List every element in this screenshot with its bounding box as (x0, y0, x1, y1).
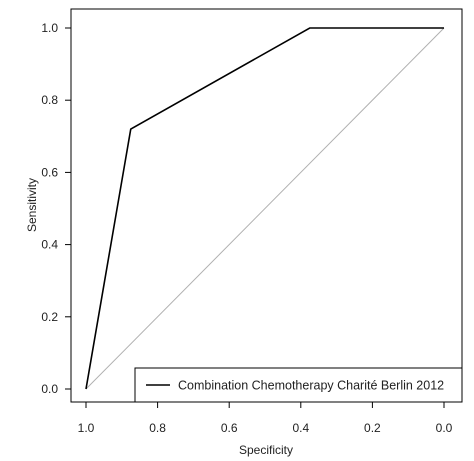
reference-diagonal-line (85, 27, 445, 390)
legend-box (134, 367, 463, 403)
y-tick-label: 0.4 (41, 238, 58, 252)
legend-label: Combination Chemotherapy Charité Berlin … (178, 379, 444, 393)
x-tick-label: 0.4 (292, 421, 309, 435)
y-axis: 0.0 0.2 0.4 0.6 0.8 1.0 (41, 21, 71, 396)
legend: Combination Chemotherapy Charité Berlin … (134, 367, 463, 403)
y-tick-label: 0.8 (41, 93, 58, 107)
y-tick-label: 0.6 (41, 165, 58, 179)
x-axis: 1.0 0.8 0.6 0.4 0.2 0.0 (78, 402, 453, 435)
x-axis-title: Specificity (239, 443, 293, 457)
y-tick-label: 0.2 (41, 310, 58, 324)
x-tick-label: 0.0 (436, 421, 453, 435)
y-tick-label: 0.0 (41, 382, 58, 396)
y-axis-title: Sensitivity (25, 178, 39, 232)
x-tick-label: 0.8 (149, 421, 166, 435)
plot-frame (70, 8, 463, 403)
roc-curve-line (85, 27, 444, 390)
x-tick-label: 0.6 (221, 421, 238, 435)
x-tick-label: 0.2 (364, 421, 381, 435)
y-tick-label: 1.0 (41, 21, 58, 35)
x-tick-label: 1.0 (78, 421, 95, 435)
